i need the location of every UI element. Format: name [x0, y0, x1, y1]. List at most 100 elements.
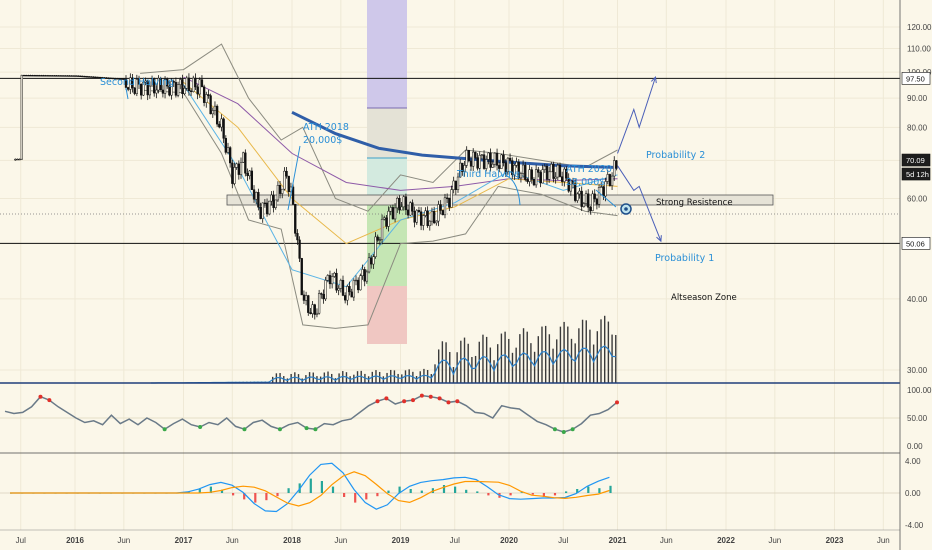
candle-body [328, 275, 332, 285]
candle-body [389, 207, 392, 212]
macd-histogram-bar [309, 478, 312, 493]
candle-body [155, 89, 158, 94]
candle-body [482, 154, 486, 169]
volume-bar [603, 315, 606, 383]
candle-body [615, 160, 618, 169]
candle-body [46, 75, 50, 77]
volume-bar [456, 352, 458, 383]
volume-bar [508, 338, 510, 383]
candle-body [320, 293, 323, 295]
candle-body [64, 75, 67, 77]
volume-bar [533, 351, 536, 383]
candle-body [541, 169, 544, 184]
time-tick-label: 2021 [609, 536, 627, 545]
candle-body [467, 150, 471, 162]
candle-body [524, 164, 527, 180]
volume-bar [607, 321, 610, 383]
volume-bar [474, 355, 477, 383]
rsi-oversold-dot [570, 427, 575, 432]
macd-histogram-bar [565, 491, 568, 493]
volume-bar [530, 343, 532, 383]
candle-body [365, 271, 369, 282]
candle-body [124, 78, 128, 88]
candle-body [580, 190, 583, 207]
candle-body [569, 180, 572, 192]
annotation-second-halving: Second Halving [100, 77, 174, 88]
time-tick-label: 2019 [392, 536, 410, 545]
macd-histogram-bar [354, 493, 357, 503]
price-tags: 97.50 70.09 5d 12h 50.06 [901, 72, 931, 250]
candle-body [33, 75, 37, 77]
candle-body [187, 77, 191, 92]
volume-bar [615, 335, 617, 383]
candle-body [517, 161, 520, 179]
volume-bar [375, 370, 377, 383]
candle-body [263, 202, 267, 204]
candle-body [584, 193, 588, 204]
candle-body [552, 163, 555, 179]
candle-body [168, 85, 171, 96]
candle-body [265, 202, 269, 215]
volume-bar [544, 325, 547, 383]
candle-body [463, 165, 466, 172]
candle-body [480, 154, 484, 156]
macd-histogram-bar [376, 493, 379, 497]
candle-body [359, 275, 362, 291]
candle-body [213, 105, 217, 111]
candle-body [322, 294, 325, 300]
candle-body [396, 198, 399, 209]
price-tick-label: 120.00 [907, 23, 932, 32]
time-tick-label: 2016 [66, 536, 84, 545]
candle-body [59, 75, 63, 77]
macd-histogram-bar [243, 493, 246, 500]
volume-bar [497, 344, 499, 383]
projection-path [617, 165, 662, 242]
candle-body [610, 175, 614, 186]
candle-body [98, 77, 102, 79]
volume-bar [519, 334, 521, 383]
candle-body [285, 170, 288, 177]
candle-body [161, 89, 165, 94]
candle-body [170, 81, 173, 96]
candle-body [196, 86, 199, 95]
candle-body [248, 170, 251, 177]
candle-body [402, 196, 405, 208]
time-tick-label: Jun [226, 536, 239, 545]
rsi-oversold-dot [277, 427, 282, 432]
time-axis: Jul 2016 Jun 2017 Jun 2018 Jun 2019 Jul 2020 Jul 20… [16, 536, 890, 545]
candle-body [311, 304, 314, 314]
macd-histogram-bar [520, 492, 523, 493]
volume-bar [570, 338, 573, 383]
candle-body [302, 294, 306, 301]
rsi-oversold-dot [313, 427, 318, 432]
candle-body [235, 163, 238, 168]
candle-body [150, 78, 154, 87]
candle-body [380, 218, 384, 241]
candle-body [504, 162, 507, 172]
candle-body [554, 176, 557, 179]
candle-body [304, 295, 308, 301]
price-tag-label: 70.09 [906, 156, 925, 165]
annotation-probability-1: Probability 1 [655, 253, 714, 264]
candle-body [539, 172, 542, 184]
candle-body [437, 204, 440, 222]
macd-histogram-bar [409, 489, 412, 493]
candle-body [435, 220, 438, 224]
candle-body [532, 178, 536, 186]
volume-bar [478, 341, 480, 383]
annotation-third-halving: Third Halving [456, 169, 520, 180]
candle-body [96, 76, 99, 79]
candle-body [209, 95, 212, 115]
candle-body [137, 79, 141, 85]
volume-bar [537, 336, 539, 383]
candle-body [148, 85, 152, 96]
bollinger-upper-line [140, 43, 618, 212]
candle-body [179, 79, 182, 85]
volume-bar [556, 339, 558, 383]
candle-body [87, 76, 91, 78]
candle-body [571, 180, 575, 185]
candle-body [85, 76, 89, 78]
candle-body [493, 152, 497, 165]
annotation-arrow [504, 174, 521, 206]
